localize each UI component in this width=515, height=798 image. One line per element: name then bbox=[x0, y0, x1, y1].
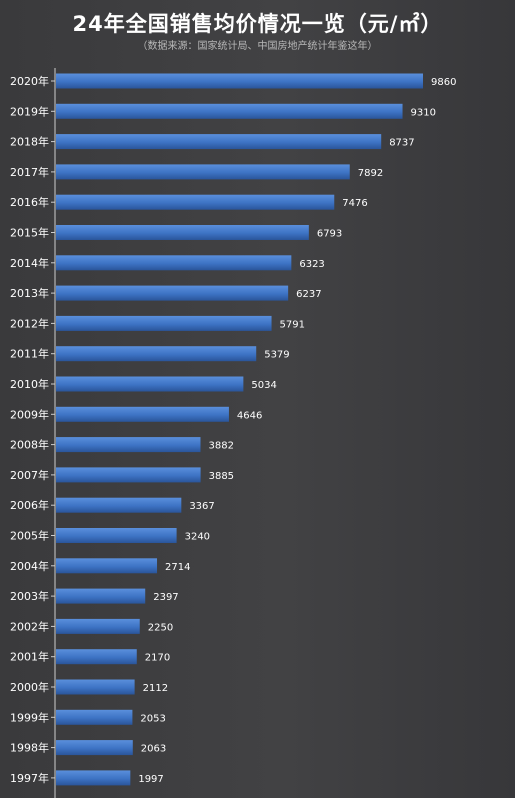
bar bbox=[56, 73, 423, 89]
category-label: 2017年 bbox=[10, 165, 49, 179]
bar bbox=[56, 255, 292, 271]
bar bbox=[56, 770, 131, 786]
category-label: 2001年 bbox=[10, 650, 49, 664]
category-label: 2002年 bbox=[10, 619, 49, 633]
category-label: 2020年 bbox=[10, 74, 49, 88]
value-label: 2170 bbox=[145, 653, 170, 664]
category-label: 1998年 bbox=[10, 741, 49, 755]
category-label: 1997年 bbox=[10, 771, 49, 785]
category-label: 2010年 bbox=[10, 377, 49, 391]
value-label: 3885 bbox=[209, 471, 234, 482]
category-label: 2019年 bbox=[10, 104, 49, 118]
value-label: 4646 bbox=[237, 410, 262, 421]
value-label: 5791 bbox=[280, 319, 305, 330]
bar bbox=[56, 376, 244, 392]
category-label: 2007年 bbox=[10, 468, 49, 482]
bar bbox=[56, 709, 133, 725]
chart-title: 24年全国销售均价情况一览（元/㎡） bbox=[72, 12, 443, 36]
category-label: 2005年 bbox=[10, 529, 49, 543]
value-label: 7476 bbox=[342, 198, 367, 209]
value-label: 9860 bbox=[431, 77, 456, 88]
bar bbox=[56, 618, 140, 634]
value-label: 3240 bbox=[185, 532, 210, 543]
bar bbox=[56, 497, 182, 513]
value-label: 2714 bbox=[165, 562, 190, 573]
category-label: 2003年 bbox=[10, 589, 49, 603]
value-label: 2250 bbox=[148, 622, 173, 633]
bar bbox=[56, 679, 135, 695]
value-label: 5034 bbox=[251, 380, 276, 391]
bar bbox=[56, 315, 272, 331]
value-label: 6237 bbox=[296, 289, 321, 300]
value-label: 2397 bbox=[153, 592, 178, 603]
bar bbox=[56, 285, 289, 301]
value-label: 3367 bbox=[189, 501, 214, 512]
category-label: 2008年 bbox=[10, 438, 49, 452]
category-label: 2000年 bbox=[10, 680, 49, 694]
bar bbox=[56, 467, 201, 483]
bar bbox=[56, 437, 201, 453]
value-label: 8737 bbox=[389, 138, 414, 149]
category-label: 2015年 bbox=[10, 226, 49, 240]
category-label: 2016年 bbox=[10, 195, 49, 209]
bar bbox=[56, 194, 335, 210]
category-label: 2013年 bbox=[10, 286, 49, 300]
value-label: 7892 bbox=[358, 168, 383, 179]
bar bbox=[56, 740, 133, 756]
bar bbox=[56, 406, 229, 422]
value-label: 3882 bbox=[208, 441, 233, 452]
value-label: 6323 bbox=[299, 259, 324, 270]
bar bbox=[56, 164, 350, 180]
value-label: 5379 bbox=[264, 350, 289, 361]
category-label: 2006年 bbox=[10, 498, 49, 512]
category-label: 1999年 bbox=[10, 710, 49, 724]
value-label: 1997 bbox=[138, 774, 163, 785]
bar bbox=[56, 588, 146, 604]
bar bbox=[56, 346, 257, 362]
value-label: 2063 bbox=[141, 744, 166, 755]
value-label: 2112 bbox=[143, 683, 168, 694]
bar bbox=[56, 225, 309, 240]
category-label: 2014年 bbox=[10, 256, 49, 270]
category-label: 2018年 bbox=[10, 135, 49, 149]
bar bbox=[56, 528, 177, 543]
value-label: 6793 bbox=[317, 229, 342, 240]
category-label: 2009年 bbox=[10, 407, 49, 421]
chart-subtitle: （数据来源：国家统计局、中国房地产统计年鉴这年） bbox=[137, 41, 378, 52]
category-label: 2004年 bbox=[10, 559, 49, 573]
category-label: 2012年 bbox=[10, 316, 49, 330]
category-label: 2011年 bbox=[10, 347, 49, 361]
bar bbox=[56, 558, 158, 574]
value-label: 9310 bbox=[411, 107, 436, 118]
bar bbox=[56, 649, 137, 665]
bar bbox=[56, 134, 382, 150]
value-label: 2053 bbox=[140, 713, 165, 724]
bar bbox=[56, 103, 403, 119]
